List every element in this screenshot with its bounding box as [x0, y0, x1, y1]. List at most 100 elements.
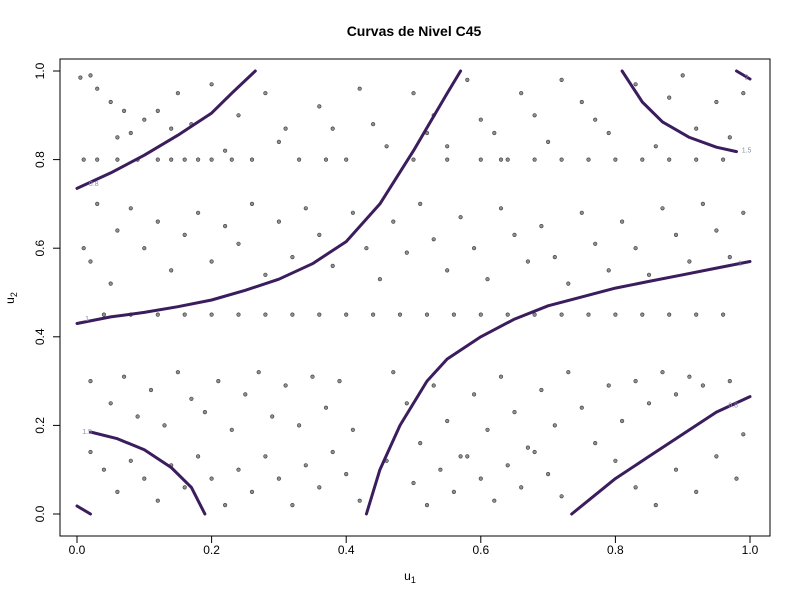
data-point: [310, 374, 315, 379]
data-point: [478, 476, 483, 481]
data-point: [653, 503, 658, 508]
data-point: [505, 312, 510, 317]
data-point: [209, 82, 214, 87]
data-point: [519, 91, 524, 96]
data-point: [519, 485, 524, 490]
data-point: [593, 241, 598, 246]
data-point: [135, 414, 140, 419]
data-point: [741, 432, 746, 437]
data-point: [142, 476, 147, 481]
data-point: [619, 418, 625, 424]
data-point: [317, 232, 322, 237]
data-point: [317, 104, 322, 109]
data-point: [552, 255, 557, 260]
data-point: [694, 157, 699, 162]
data-point: [694, 489, 699, 495]
data-point: [512, 232, 517, 237]
data-point: [700, 201, 706, 206]
data-point: [532, 312, 537, 317]
data-point: [88, 449, 93, 455]
data-point: [613, 312, 618, 317]
y-tick-label: 0.2: [33, 417, 47, 434]
data-point: [243, 392, 248, 397]
data-point: [330, 126, 335, 131]
data-point: [115, 228, 120, 233]
plot-area: 0.8 1 1.5 1 0.8 1.5 2: [75, 69, 752, 516]
data-point: [619, 219, 625, 224]
data-point: [465, 77, 470, 82]
x-tick-label: 0.2: [203, 543, 220, 557]
data-point: [276, 219, 282, 224]
data-point: [95, 201, 100, 206]
data-point: [148, 387, 154, 393]
data-point: [613, 458, 618, 463]
data-point: [95, 86, 100, 91]
data-point: [317, 312, 322, 317]
data-point: [734, 476, 739, 481]
data-point: [492, 498, 497, 503]
data-point: [411, 157, 416, 162]
data-point: [357, 498, 362, 503]
data-point: [236, 467, 241, 472]
data-point: [411, 91, 416, 96]
contour-line-2: [364, 260, 752, 516]
data-point: [727, 255, 732, 260]
data-point: [694, 312, 699, 317]
data-point: [687, 259, 692, 264]
contour-label: 0.8: [89, 181, 99, 188]
data-point: [155, 157, 160, 162]
data-point: [741, 91, 746, 96]
data-point: [249, 489, 255, 495]
data-point: [175, 91, 180, 96]
data-point: [646, 401, 652, 406]
data-point: [256, 370, 261, 375]
data-point: [350, 427, 356, 432]
contour-label: 1.5: [82, 429, 92, 436]
data-point: [492, 130, 497, 136]
data-point: [162, 423, 167, 428]
data-point: [229, 427, 234, 432]
data-point: [229, 157, 234, 162]
data-point: [81, 157, 86, 162]
data-point: [579, 405, 584, 410]
data-point: [283, 383, 288, 388]
data-point: [290, 503, 295, 508]
y-tick-label: 1.0: [33, 62, 47, 79]
data-point: [323, 157, 329, 162]
data-point: [431, 383, 436, 388]
data-point: [249, 157, 255, 162]
data-point: [485, 277, 490, 282]
data-point: [727, 379, 732, 384]
data-point: [95, 157, 100, 162]
chart-title: Curvas de Nivel C45: [347, 23, 482, 39]
data-point: [720, 157, 726, 162]
data-point: [472, 246, 477, 251]
data-point: [418, 441, 423, 446]
x-tick-label: 0.6: [472, 543, 489, 557]
contour-line-3: [75, 69, 257, 190]
data-point: [653, 144, 658, 149]
data-point: [196, 454, 201, 459]
data-point: [680, 73, 685, 78]
data-point: [505, 157, 510, 162]
data-point: [498, 157, 504, 162]
data-point: [330, 449, 335, 455]
data-point: [404, 250, 409, 255]
data-point: [155, 498, 160, 503]
data-point: [196, 210, 201, 215]
x-axis-label: u1: [404, 569, 416, 585]
data-point: [525, 259, 531, 264]
data-point: [498, 206, 504, 211]
data-point: [445, 157, 450, 162]
data-point: [741, 210, 746, 215]
data-point: [317, 485, 322, 490]
x-axis: 0.0 0.2 0.4 0.6 0.8 1.0: [69, 535, 759, 557]
data-point: [371, 122, 376, 127]
data-point: [660, 206, 665, 211]
data-point: [640, 312, 645, 317]
x-tick-label: 0.0: [69, 543, 86, 557]
data-point: [121, 374, 127, 379]
data-point: [613, 157, 618, 162]
y-tick-label: 0.6: [33, 240, 47, 257]
data-point: [451, 489, 457, 495]
